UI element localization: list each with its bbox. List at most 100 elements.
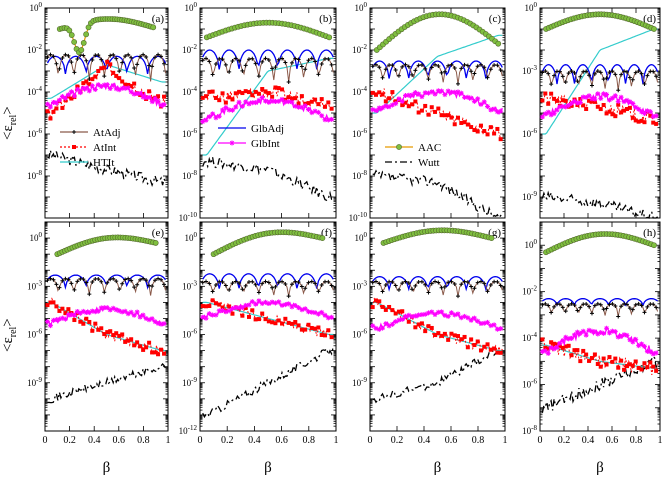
atadj-marker — [132, 65, 137, 70]
glbint-marker — [455, 89, 461, 95]
atint-marker — [326, 328, 331, 333]
glbint-marker — [615, 334, 621, 340]
glbint-marker — [95, 308, 101, 314]
atadj-marker — [469, 284, 474, 289]
atadj-marker — [150, 64, 155, 69]
atadj-marker — [153, 278, 158, 283]
glbint-marker — [393, 101, 399, 107]
glbint-marker — [386, 104, 392, 110]
panel-h: 100 10-2 10-4 10-6 10-80 0.2 0.4 0.6 0.8 1 (h) — [522, 221, 663, 446]
atadj-marker — [233, 279, 238, 284]
atint-marker — [147, 340, 152, 345]
glbint-marker — [412, 313, 418, 319]
glbint-marker — [152, 95, 158, 101]
atint-marker — [293, 320, 298, 325]
atint-marker — [223, 100, 228, 105]
atint-marker — [462, 120, 467, 125]
atadj-marker — [316, 289, 321, 294]
atadj-marker — [459, 282, 464, 287]
glbint-marker — [325, 315, 331, 321]
atadj-marker — [250, 279, 255, 284]
atadj-marker — [319, 62, 324, 67]
atadj-marker — [156, 276, 161, 281]
atadj-marker — [45, 278, 50, 283]
glbint-marker — [329, 314, 335, 320]
aac-marker — [651, 26, 657, 32]
glbint-marker — [435, 88, 441, 94]
glbint-marker — [68, 312, 74, 318]
glbint-marker — [140, 94, 146, 100]
glbint-marker — [630, 101, 636, 107]
aac-marker — [71, 39, 78, 45]
glbint-marker — [386, 323, 392, 329]
atadj-marker — [423, 66, 428, 71]
aac-marker — [150, 24, 157, 31]
glbint-marker — [569, 335, 575, 341]
glbint-marker — [612, 93, 618, 99]
glbint-marker — [641, 111, 647, 117]
glbint-marker — [478, 321, 484, 327]
series-wutt — [47, 150, 167, 188]
atint-marker — [436, 331, 441, 336]
atadj-marker — [227, 287, 232, 292]
atadj-marker — [319, 282, 324, 287]
atadj-marker — [607, 302, 612, 307]
glbint-marker — [161, 102, 167, 108]
aac-marker — [80, 39, 87, 46]
atint-marker — [560, 345, 565, 350]
aac-marker — [66, 27, 73, 34]
atadj-marker — [283, 282, 288, 287]
glbint-marker — [580, 328, 586, 334]
atadj-marker — [243, 63, 248, 68]
atint-marker — [93, 321, 98, 326]
y-tick-label: 10-2 — [27, 43, 42, 55]
atadj-marker — [592, 71, 597, 76]
glbint-marker — [210, 312, 216, 318]
atint-marker — [93, 74, 98, 79]
atadj-marker — [478, 62, 483, 67]
atadj-marker — [436, 64, 441, 69]
y-tick-label: 10-6 — [182, 328, 197, 340]
atadj-marker — [413, 283, 418, 288]
atint-marker — [54, 304, 59, 309]
atint-marker — [390, 308, 395, 313]
glbint-marker — [557, 104, 563, 110]
x-tick-label: 0.6 — [606, 435, 619, 446]
series-wutt — [372, 348, 503, 404]
atint-marker — [429, 325, 434, 330]
glbint-marker — [137, 91, 143, 97]
atadj-marker — [552, 304, 557, 309]
atint-marker — [488, 125, 493, 130]
atint-marker — [96, 327, 101, 332]
glbint-marker — [373, 325, 379, 331]
glbint-marker — [601, 91, 607, 97]
panel-b: 100 10-2 10-4 10-6 10-8 10-10 (b) — [179, 1, 337, 223]
x-tick-label: 0.6 — [113, 435, 126, 446]
atadj-marker — [546, 71, 551, 76]
x-tick-label: 0.4 — [418, 435, 431, 446]
atint-marker — [117, 76, 122, 81]
atint-marker — [648, 360, 653, 365]
glbint-marker — [639, 109, 645, 115]
glbint-marker — [249, 299, 255, 305]
glbint-marker — [276, 299, 282, 305]
series-glbadj — [542, 298, 658, 307]
glbint-marker — [539, 114, 545, 120]
x-tick-label: 0.6 — [275, 435, 288, 446]
glbint-marker — [609, 328, 615, 334]
atint-marker — [492, 131, 497, 136]
glbint-marker — [259, 301, 265, 307]
glbint-marker — [220, 107, 226, 113]
atint-marker — [645, 365, 650, 370]
glbint-marker — [206, 311, 212, 317]
atint-marker — [433, 333, 438, 338]
glbint-marker — [149, 316, 155, 322]
atint-marker — [51, 300, 56, 305]
glbint-marker — [425, 310, 431, 316]
atadj-marker — [230, 58, 235, 63]
atadj-marker — [449, 279, 454, 284]
atadj-marker — [96, 276, 101, 281]
atadj-marker — [129, 55, 134, 60]
glbint-marker — [641, 343, 647, 349]
atadj-marker — [237, 58, 242, 63]
